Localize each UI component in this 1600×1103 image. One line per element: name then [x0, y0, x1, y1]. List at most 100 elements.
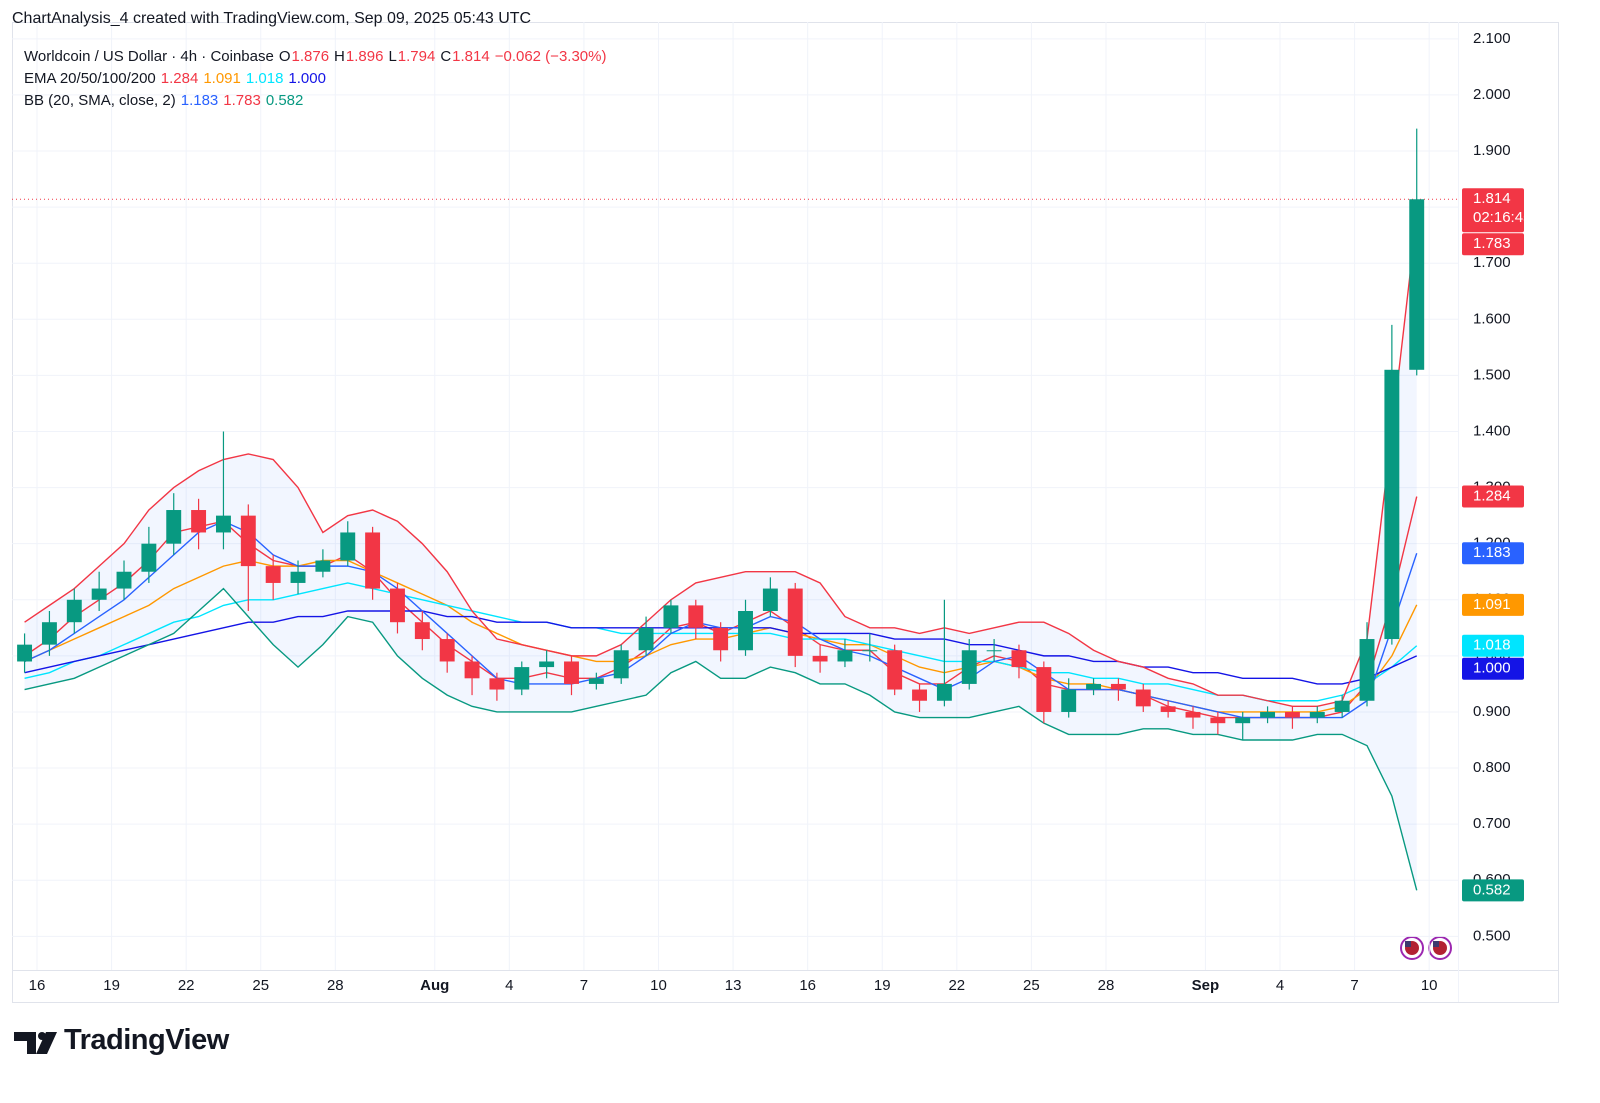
price-badge — [1462, 657, 1524, 680]
price-badge-label: 1.091 — [1473, 596, 1511, 613]
price-badge-label: 1.000 — [1473, 660, 1511, 677]
candle-body — [1359, 639, 1375, 701]
y-tick-label: 1.500 — [1473, 366, 1511, 383]
price-badge-label: 1.183 — [1473, 544, 1511, 561]
grid — [12, 22, 1458, 970]
ohlc-value: 1.814 — [452, 48, 490, 65]
candle-body — [1011, 650, 1027, 668]
candle-body — [986, 650, 1002, 652]
candle-body — [1235, 717, 1251, 724]
symbol-title: Worldcoin / US Dollar · 4h · Coinbase — [24, 48, 274, 65]
x-tick-label: 25 — [252, 977, 269, 994]
candle-body — [365, 532, 381, 589]
candle-body — [464, 661, 480, 679]
y-tick-label: 2.000 — [1473, 86, 1511, 103]
candle-body — [1334, 700, 1350, 712]
candle-body — [116, 571, 132, 589]
candle-body — [1210, 717, 1226, 724]
y-tick-label: 1.700 — [1473, 254, 1511, 271]
price-badge — [1462, 634, 1524, 657]
indicator-line — [24, 587, 1418, 891]
x-tick-label: 25 — [1023, 977, 1040, 994]
y-tick-label: 1.600 — [1473, 310, 1511, 327]
candle-body — [862, 650, 878, 652]
price-badge — [1462, 879, 1524, 902]
candle-body — [1309, 711, 1325, 718]
candle-body — [713, 627, 729, 651]
candle-body — [1061, 689, 1077, 712]
y-tick-label: 0.800 — [1473, 759, 1511, 776]
candle-body — [1384, 369, 1400, 640]
candle-body — [91, 588, 107, 600]
price-badge — [1462, 188, 1524, 233]
candle-body — [762, 588, 778, 611]
logo-shape — [14, 1032, 36, 1054]
candle-body — [1110, 683, 1126, 690]
candle-body — [1135, 689, 1151, 707]
legend-row: BB (20, SMA, close, 2) 1.183 1.783 0.582 — [24, 90, 611, 112]
ohlc-value: 1.876 — [291, 48, 330, 65]
candle-body — [315, 560, 331, 572]
credit: ChartAnalysis_4 created with TradingView… — [12, 10, 532, 27]
candle-body — [787, 588, 803, 656]
candle-body — [887, 650, 903, 690]
candle-body — [564, 661, 579, 684]
bb-fill-layer — [24, 216, 1417, 891]
price-badge — [1462, 593, 1524, 616]
x-tick-label: Sep — [1192, 977, 1220, 994]
price-badge-label: 1.018 — [1473, 637, 1511, 654]
candle-body — [17, 644, 33, 662]
indicator-value: 1.018 — [245, 70, 284, 87]
indicator-label: EMA 20/50/100/200 — [24, 70, 156, 87]
x-tick-label: 16 — [799, 977, 816, 994]
candle-body — [961, 650, 977, 684]
price-badge-label: 1.814 — [1473, 190, 1511, 207]
price-badge-label: 1.284 — [1473, 488, 1511, 505]
candle-body — [539, 661, 555, 668]
candle-body — [265, 566, 281, 583]
candle-body — [439, 639, 455, 662]
x-tick-label: 22 — [948, 977, 965, 994]
x-tick-label: 22 — [178, 977, 195, 994]
change: −0.062 (−3.30%) — [494, 48, 607, 65]
price-badge — [1462, 485, 1524, 508]
x-tick-label: 16 — [29, 977, 46, 994]
candle-body — [1036, 667, 1052, 712]
candle-body — [912, 689, 927, 701]
candle-body — [638, 627, 654, 651]
x-tick-label: 4 — [1276, 977, 1284, 994]
ohlc-key: O — [278, 48, 291, 65]
price-badge-label: 02:16:45 — [1473, 209, 1531, 226]
x-tick-label: 10 — [1421, 977, 1438, 994]
legend-row: EMA 20/50/100/200 1.284 1.091 1.018 1.000 — [24, 68, 611, 90]
bb-fill — [24, 216, 1417, 891]
x-tick-label: 7 — [1350, 977, 1358, 994]
candle-body — [191, 510, 207, 533]
candle-body — [489, 678, 505, 690]
candle-body — [141, 543, 157, 572]
x-tick-label: 10 — [650, 977, 667, 994]
ohlc-value: 1.896 — [345, 48, 384, 65]
candle-body — [390, 588, 405, 623]
candle-body — [1260, 711, 1276, 718]
x-tick-label: 28 — [1098, 977, 1115, 994]
price-badge — [1462, 233, 1524, 256]
candle-body — [812, 655, 828, 662]
candle-body — [1160, 706, 1176, 712]
price-badge — [1462, 542, 1524, 565]
candle-body — [1409, 199, 1425, 370]
candle-body — [340, 532, 356, 561]
indicator-value: 1.183 — [180, 92, 219, 109]
y-tick-label: 0.500 — [1473, 927, 1511, 944]
candle-body — [1185, 711, 1201, 718]
brand: TradingView — [64, 1024, 229, 1056]
price-badge-label: 0.582 — [1473, 881, 1511, 898]
x-tick-label: 19 — [103, 977, 120, 994]
candles — [17, 128, 1425, 741]
indicator-value: 1.783 — [223, 92, 261, 109]
ohlc-key: C — [440, 48, 452, 65]
y-tick-label: 2.100 — [1473, 30, 1511, 47]
ohlc-value: 1.794 — [397, 48, 436, 65]
flag — [1405, 941, 1411, 947]
